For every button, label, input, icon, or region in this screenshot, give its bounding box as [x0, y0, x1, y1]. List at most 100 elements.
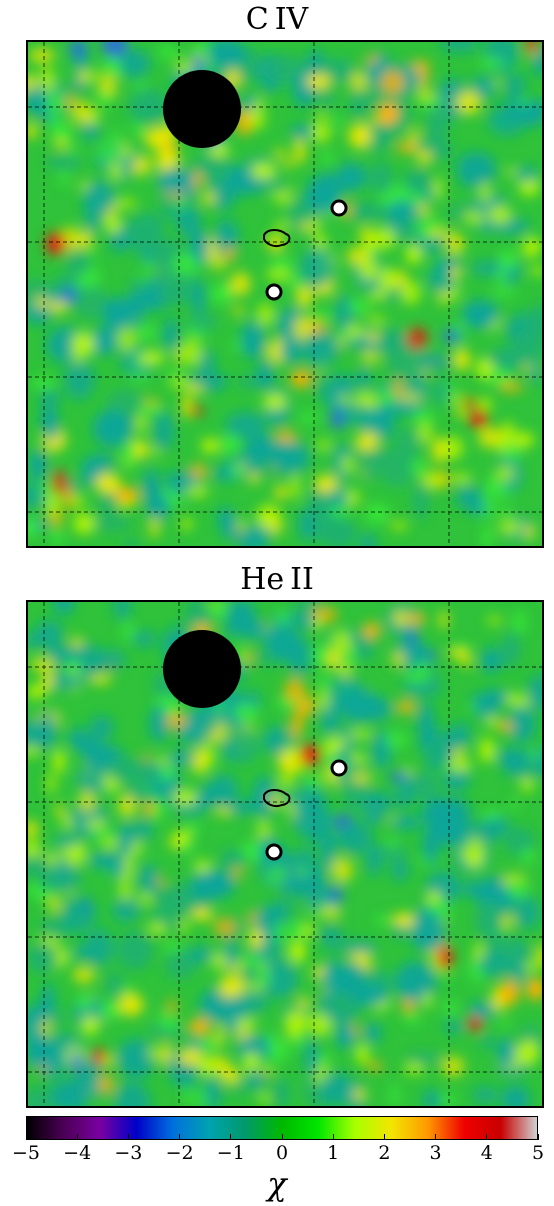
noise-blob	[297, 286, 312, 308]
noise-blob	[123, 442, 136, 467]
noise-blob	[450, 473, 472, 484]
noise-blob	[355, 432, 379, 452]
noise-blob	[397, 700, 415, 714]
noise-blob	[274, 485, 288, 500]
noise-blob	[487, 616, 502, 625]
noise-blob	[479, 737, 495, 763]
noise-blob	[312, 616, 322, 631]
noise-blob	[28, 449, 48, 481]
noise-blob	[416, 701, 435, 741]
noise-blob	[46, 772, 57, 794]
noise-blob	[437, 945, 454, 970]
noise-blob	[533, 303, 542, 341]
source-marker	[330, 759, 348, 777]
noise-blob	[409, 612, 425, 625]
noise-blob	[137, 893, 154, 904]
noise-blob	[380, 69, 405, 96]
noise-blob	[28, 1086, 53, 1106]
noise-blob	[378, 388, 394, 409]
noise-blob	[456, 406, 466, 419]
noise-blob	[186, 823, 200, 836]
noise-blob	[100, 1001, 121, 1019]
colorbar-tick-mark	[25, 1134, 27, 1140]
noise-blob	[478, 426, 498, 449]
noise-blob	[316, 440, 331, 450]
noise-blob	[42, 669, 54, 692]
noise-blob	[279, 734, 300, 749]
noise-blob	[220, 1067, 240, 1084]
noise-blob	[52, 748, 66, 774]
noise-blob	[532, 49, 542, 76]
noise-blob	[182, 610, 214, 628]
noise-blob	[500, 1018, 509, 1028]
noise-blob	[228, 615, 265, 636]
noise-blob	[225, 411, 267, 439]
noise-blob	[370, 404, 394, 431]
noise-blob	[306, 773, 320, 789]
noise-blob	[520, 1039, 539, 1066]
noise-blob	[191, 279, 205, 315]
noise-blob	[269, 1038, 290, 1062]
noise-blob	[81, 119, 100, 141]
noise-blob	[100, 1055, 115, 1066]
noise-blob	[364, 503, 390, 524]
noise-blob	[118, 49, 151, 78]
noise-blob	[30, 657, 55, 671]
noise-blob	[390, 521, 409, 531]
noise-blob	[296, 846, 315, 872]
noise-blob	[207, 42, 245, 69]
noise-blob	[196, 1056, 219, 1076]
noise-blob	[71, 495, 85, 508]
noise-blob	[291, 714, 303, 738]
noise-blob	[410, 911, 446, 953]
noise-blob	[362, 235, 375, 262]
noise-blob	[78, 992, 91, 1011]
noise-blob	[151, 886, 192, 906]
noise-blob	[410, 61, 430, 70]
noise-blob	[394, 376, 403, 398]
noise-blob	[331, 857, 353, 883]
noise-blob	[384, 731, 408, 749]
noise-blob	[506, 692, 517, 706]
noise-blob	[51, 116, 62, 140]
noise-blob	[321, 907, 342, 919]
noise-blob	[172, 789, 198, 806]
colorbar-tick-label: −1	[216, 1142, 245, 1164]
noise-blob	[260, 959, 298, 998]
colorbar-tick-mark	[435, 1134, 437, 1140]
noise-blob	[367, 85, 384, 109]
noise-blob	[157, 284, 191, 306]
noise-blob	[256, 303, 274, 326]
noise-blob	[117, 931, 153, 970]
noise-blob	[377, 327, 407, 348]
noise-blob	[231, 463, 243, 477]
noise-blob	[369, 290, 386, 300]
colorbar-tick-label: 3	[429, 1142, 442, 1164]
colorbar-tick-label: 5	[531, 1142, 545, 1164]
chi-map-heii	[26, 600, 544, 1108]
noise-blob	[53, 602, 74, 615]
noise-blob	[98, 142, 120, 163]
noise-blob	[164, 951, 197, 979]
noise-blob	[174, 62, 195, 73]
noise-blob	[439, 42, 479, 53]
noise-blob	[69, 42, 88, 58]
noise-blob	[441, 329, 462, 344]
noise-blob	[499, 382, 524, 393]
noise-blob	[259, 1091, 270, 1106]
noise-blob	[95, 473, 121, 494]
noise-blob	[137, 325, 156, 340]
noise-blob	[53, 833, 81, 848]
noise-blob	[28, 1032, 53, 1070]
noise-blob	[274, 149, 286, 159]
noise-blob	[308, 311, 332, 322]
noise-blob	[468, 409, 488, 428]
noise-blob	[168, 368, 184, 382]
noise-blob	[155, 1012, 172, 1023]
noise-blob	[276, 608, 289, 626]
colorbar-tick-mark	[179, 1134, 181, 1140]
colorbar-tick-label: −5	[11, 1142, 40, 1164]
colorbar-tick-mark	[537, 1134, 539, 1140]
noise-blob	[62, 485, 74, 510]
noise-blob	[293, 138, 307, 164]
